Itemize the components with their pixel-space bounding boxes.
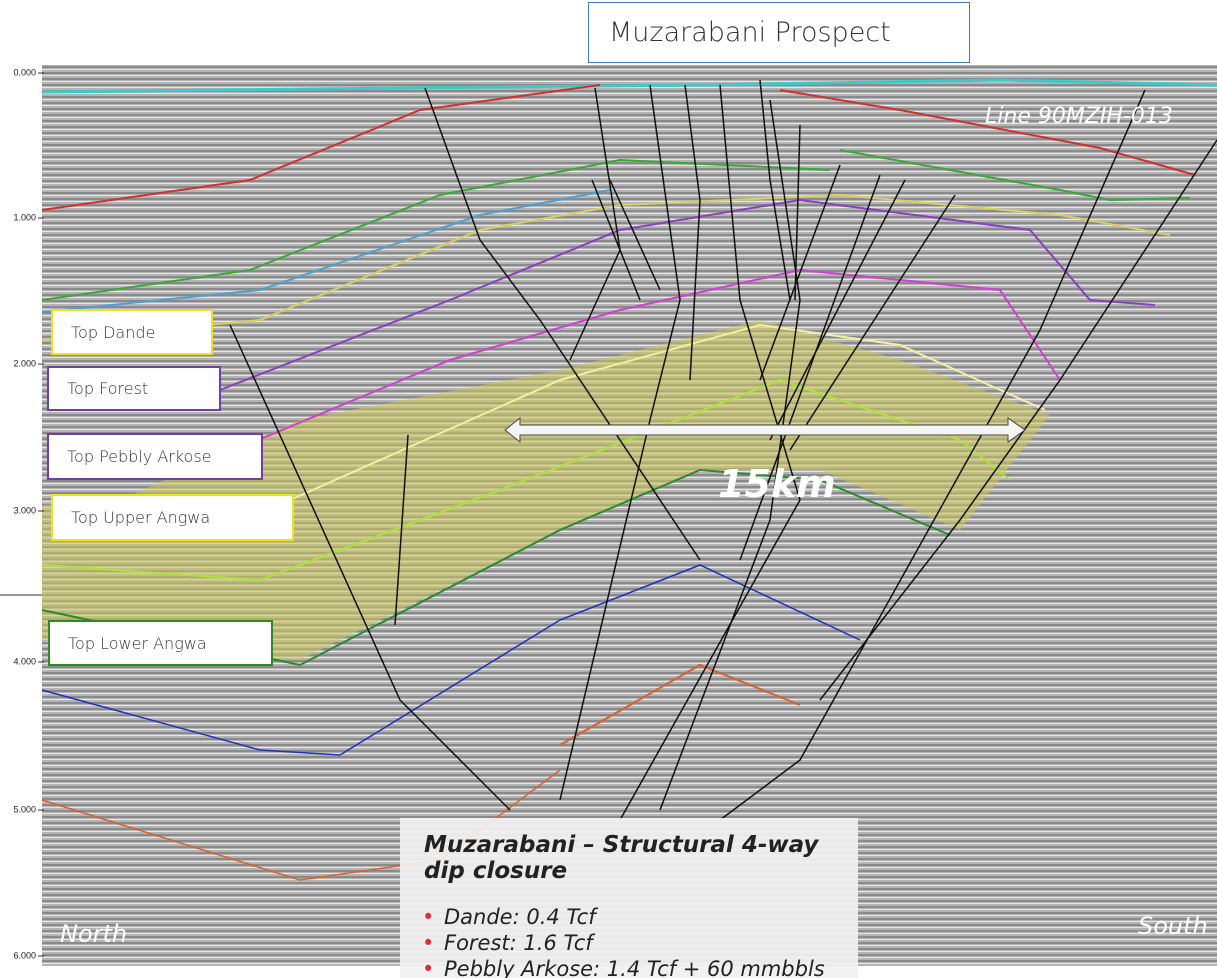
axis-label: 1.000 (13, 212, 36, 222)
info-item: Forest: 1.6 Tcf (422, 930, 858, 956)
horizon-label: Top Forest (47, 366, 221, 411)
scale-arrow (504, 416, 1026, 444)
horizon-label: Top Pebbly Arkose (47, 433, 263, 480)
faults (229, 79, 1217, 821)
horizon-label: Top Dande (51, 309, 213, 355)
axis-label: 0.000 (13, 67, 36, 77)
axis-label: 4.000 (13, 656, 36, 666)
horizons (41, 78, 1217, 881)
reservoir-shading (42, 320, 1050, 660)
axis-label: 5.000 (13, 804, 36, 814)
info-item: Dande: 0.4 Tcf (422, 904, 858, 930)
direction-label: North (60, 920, 128, 948)
direction-label: South (1138, 912, 1208, 940)
axis-label: 6.000 (13, 950, 36, 960)
info-box: Muzarabani – Structural 4-way dip closur… (400, 818, 858, 978)
horizon-label: Top Lower Angwa (48, 620, 273, 666)
info-item: Pebbly Arkose: 1.4 Tcf + 60 mmbbls (422, 956, 858, 978)
horizon-label: Top Upper Angwa (51, 494, 294, 541)
info-list: Dande: 0.4 TcfForest: 1.6 TcfPebbly Arko… (422, 904, 858, 978)
info-title: Muzarabani – Structural 4-way dip closur… (424, 832, 819, 884)
depth-axis: 0.000 1.000 2.000 3.000 4.000 5.000 6.000 (13, 67, 44, 960)
axis-label: 2.000 (13, 358, 36, 368)
line-label: Line 90MZIH-013 (985, 104, 1173, 129)
axis-label: 3.000 (13, 505, 36, 515)
title-box: Muzarabani Prospect (588, 2, 970, 63)
scale-label: 15km (718, 462, 836, 506)
